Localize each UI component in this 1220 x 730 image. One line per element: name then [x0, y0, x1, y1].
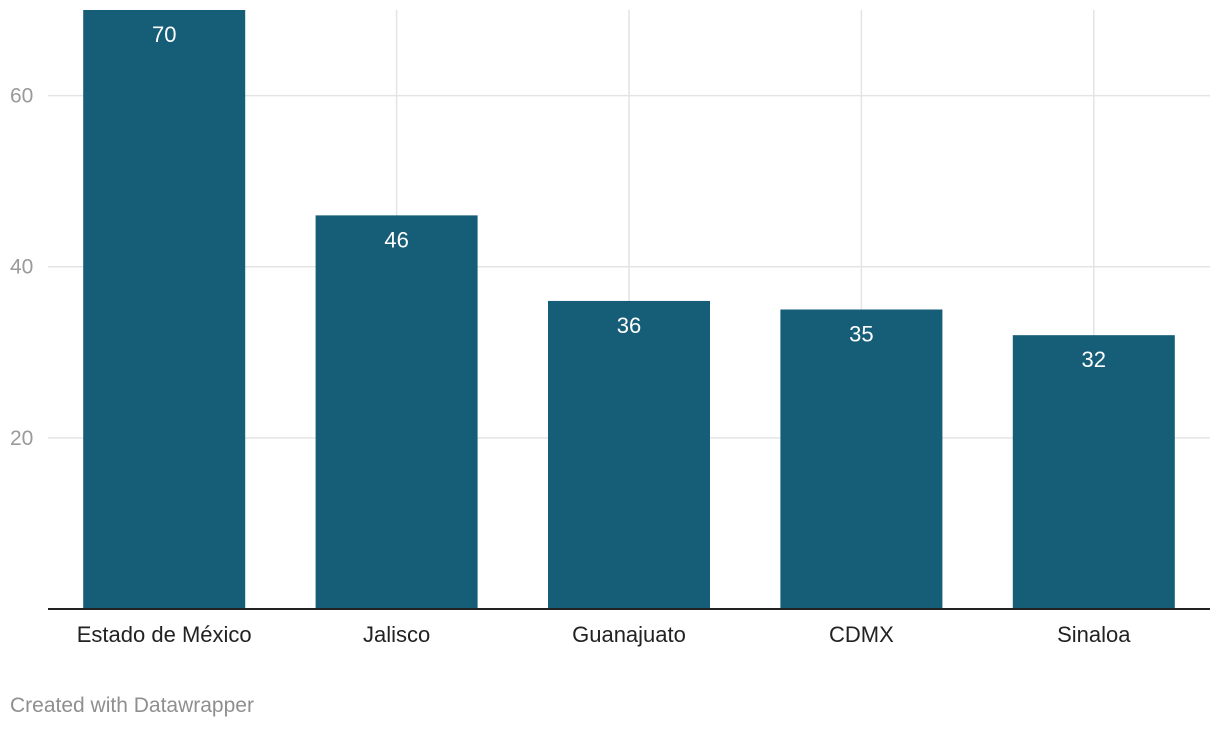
y-tick-label: 60 [10, 85, 33, 108]
y-axis-tick-labels: 20 40 60 [10, 85, 33, 450]
bars [83, 10, 1175, 609]
data-labels: 70 46 36 35 32 [152, 22, 1106, 372]
bar [315, 215, 478, 609]
y-tick-label: 20 [10, 427, 33, 450]
data-label: 36 [617, 313, 641, 338]
y-tick-label: 40 [10, 256, 33, 279]
data-label: 32 [1082, 347, 1106, 372]
bar [83, 10, 246, 609]
bar [780, 309, 943, 609]
category-label: CDMX [829, 622, 894, 647]
bar-chart: 20 40 60 70 46 36 35 32 Estado de México Jalisc… [10, 10, 1210, 647]
data-label: 46 [384, 227, 408, 252]
category-label: Sinaloa [1057, 622, 1131, 647]
data-label: 70 [152, 22, 176, 47]
category-label: Guanajuato [572, 622, 686, 647]
category-label: Jalisco [363, 622, 430, 647]
bar [548, 300, 710, 609]
x-axis-category-labels: Estado de México Jalisco Guanajuato CDMX Sin… [77, 622, 1131, 647]
data-label: 35 [849, 322, 873, 347]
credit-text: Created with Datawrapper [10, 694, 254, 717]
category-label: Estado de México [77, 622, 252, 647]
bar [1012, 335, 1175, 609]
